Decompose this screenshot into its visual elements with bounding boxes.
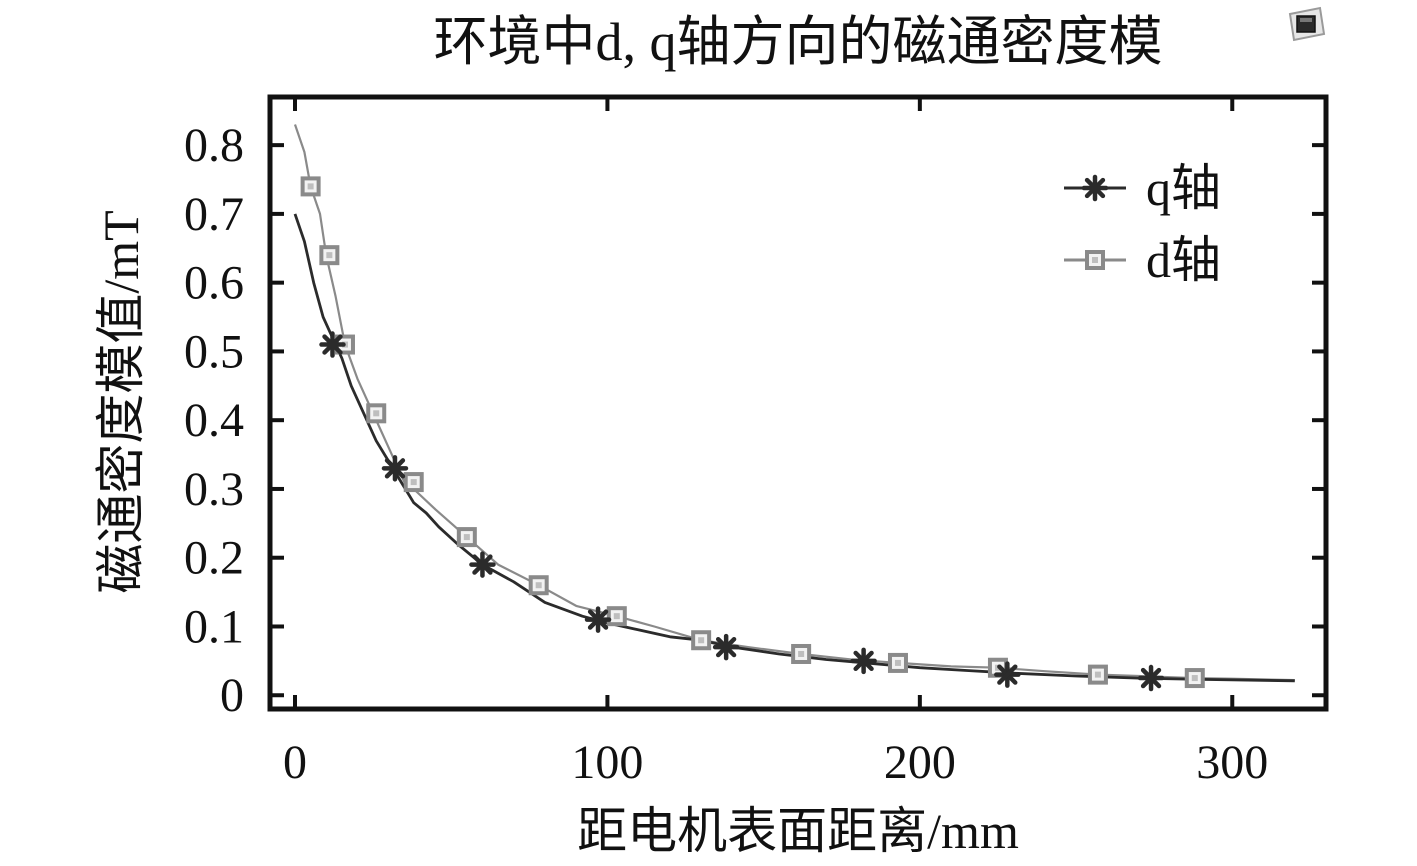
plot-frame [267,94,1329,712]
d-axis-marker [791,643,812,664]
d-axis-marker [691,630,712,651]
legend-label: d轴 [1146,232,1221,288]
q-axis-marker [319,331,346,358]
x-axis-label: 距电机表面距离/mm [577,803,1019,859]
d-axis-marker [887,652,908,673]
window-restore-icon[interactable] [1284,4,1328,44]
d-axis-marker [1087,664,1108,685]
x-tick-label: 300 [1196,736,1268,789]
axis-ticks [270,97,1326,709]
series-lines [293,124,1295,683]
q-axis-marker [850,647,877,675]
d-axis-marker [300,176,321,197]
y-tick-label: 0.8 [184,119,244,172]
legend-swatch-marker [1081,174,1109,202]
d-axis-marker [528,575,549,596]
d-axis-marker [366,403,387,424]
q-axis-marker [994,661,1021,688]
y-tick-label: 0.6 [184,257,244,310]
y-tick-label: 0.5 [184,325,244,378]
d-axis-marker [319,245,340,266]
d-axis-marker [606,606,627,627]
d-axis-line [293,124,1295,682]
x-tick-label: 200 [884,736,956,789]
y-tick-label: 0.1 [184,600,244,653]
d-axis-marker [403,472,424,493]
q-axis-marker [381,455,409,482]
q-axis-line [293,213,1295,683]
d-axis-marker [456,527,477,548]
d-axis-marker [1184,668,1205,689]
axis-tick-labels: 0 100 200 300 0 0.1 0.2 0.3 0.4 0.5 0.6 0.7 0.8 [184,119,1268,789]
legend-swatch-marker [1085,250,1105,270]
chart-legend: q轴 d轴 [1064,160,1221,288]
q-axis-marker [584,606,612,633]
y-tick-label: 0.2 [184,532,244,585]
legend-label: q轴 [1146,160,1221,216]
q-axis-marker [712,633,740,661]
q-axis-marker [469,551,496,578]
y-tick-label: 0.3 [184,463,244,516]
x-tick-label: 100 [571,736,643,789]
x-tick-label: 0 [283,736,307,789]
series-markers [300,176,1205,692]
legend-entry: d轴 [1064,232,1221,288]
y-tick-label: 0.7 [184,188,244,241]
chart-title: 环境中d, q轴方向的磁通密度模 [434,12,1163,72]
q-axis-marker [1137,664,1165,692]
y-tick-label: 0 [220,669,244,722]
y-tick-label: 0.4 [184,394,244,447]
y-axis-label: 磁通密度模值/mT [93,210,149,593]
legend-entry: q轴 [1064,160,1221,216]
